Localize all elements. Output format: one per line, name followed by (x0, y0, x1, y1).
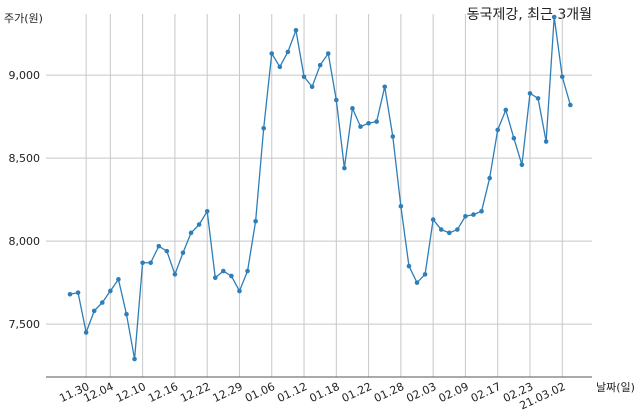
data-point (463, 213, 468, 219)
data-point (269, 51, 275, 56)
x-tick-label: 12.29 (211, 380, 245, 405)
y-tick-label: 8,500 (9, 152, 41, 165)
data-point (229, 273, 234, 279)
data-point (398, 203, 404, 209)
data-point (455, 227, 460, 232)
data-point (67, 291, 73, 297)
data-point (382, 84, 388, 90)
data-point (342, 165, 347, 171)
data-point (414, 280, 420, 285)
data-point (430, 217, 436, 222)
data-point (406, 263, 412, 269)
data-point (253, 218, 258, 224)
data-point (180, 250, 186, 256)
x-tick-label: 02.03 (404, 380, 438, 405)
data-point (148, 260, 153, 266)
x-tick-label: 12.22 (178, 380, 212, 405)
data-point (535, 96, 541, 101)
data-point (390, 134, 396, 139)
data-point (438, 227, 444, 232)
y-tick-label: 7,500 (9, 318, 41, 331)
data-point (196, 222, 202, 227)
y-axis-label: 주가(원) (4, 12, 43, 25)
data-point (245, 268, 250, 274)
y-tick-label: 8,000 (9, 235, 41, 248)
data-point (83, 330, 89, 335)
y-tick-labels: 7,500 8,000 8,500 9,000 (9, 69, 41, 331)
data-point (277, 64, 283, 70)
x-tick-label: 12.10 (114, 380, 148, 405)
data-point (156, 243, 162, 249)
x-tick-label: 02.17 (469, 380, 503, 405)
data-point (188, 230, 194, 236)
data-point (317, 62, 323, 68)
data-point (116, 277, 121, 282)
data-point (543, 139, 549, 144)
data-point (124, 311, 129, 317)
x-tick-label: 01.22 (340, 380, 374, 405)
data-point (285, 49, 291, 55)
data-point (559, 74, 565, 80)
data-point (551, 14, 557, 20)
data-point (350, 106, 355, 111)
data-point (358, 124, 363, 129)
data-point (374, 119, 379, 124)
data-point (132, 356, 137, 362)
data-point (366, 120, 371, 126)
data-point (471, 212, 476, 217)
data-point (446, 230, 452, 236)
data-point (237, 288, 242, 294)
data-point (301, 74, 307, 80)
x-axis-label: 날짜(일) (596, 380, 635, 394)
data-point (568, 102, 573, 108)
data-point (75, 290, 81, 295)
data-point (108, 288, 113, 294)
data-point (293, 27, 299, 33)
data-point (172, 272, 178, 277)
data-point (164, 248, 170, 254)
price-points (67, 14, 573, 362)
y-tick-label: 9,000 (9, 69, 41, 82)
x-tick-label: 12.16 (146, 380, 180, 405)
data-point (511, 135, 517, 141)
data-point (527, 91, 533, 96)
data-point (487, 175, 492, 181)
data-point (204, 208, 210, 214)
data-point (99, 300, 105, 305)
x-tick-label: 02.09 (437, 380, 471, 405)
data-point (91, 308, 97, 314)
data-point (325, 51, 331, 56)
data-point (503, 107, 509, 113)
data-point (261, 125, 266, 131)
data-point (221, 268, 226, 274)
price-line (69, 16, 571, 360)
data-point (334, 97, 339, 103)
data-point (519, 162, 525, 168)
chart-title: 동국제강, 최근 3개월 (467, 7, 592, 23)
x-tick-label: 01.12 (275, 380, 309, 405)
x-tick-label: 01.28 (372, 380, 406, 405)
x-tick-label: 01.06 (243, 380, 277, 405)
data-point (140, 260, 145, 266)
x-tick-label: 01.18 (308, 380, 342, 405)
data-point (212, 275, 218, 280)
data-point (479, 208, 484, 214)
x-tick-labels: 11.3012.0412.1012.1612.2212.2901.0601.12… (57, 380, 567, 412)
data-point (422, 272, 428, 277)
data-point (309, 84, 315, 90)
price-series (69, 16, 571, 360)
data-point (495, 127, 501, 133)
